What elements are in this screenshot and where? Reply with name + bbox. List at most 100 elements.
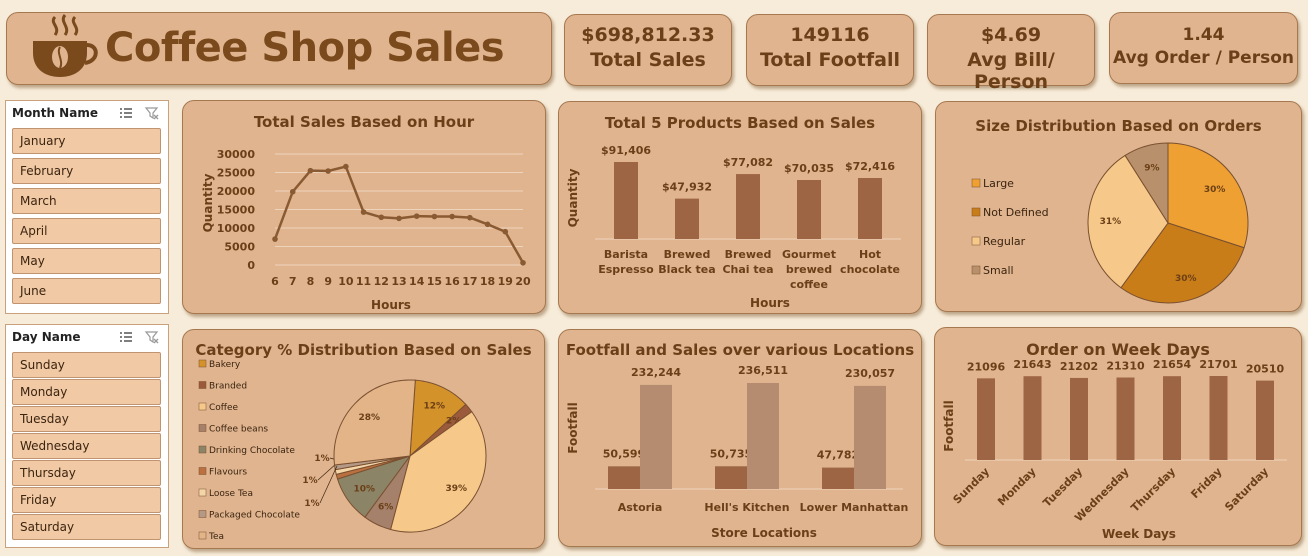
locations-card: Footfall and Sales over various Location…: [558, 329, 922, 547]
category-distribution-chart: Bakery Branded Coffee Coffee beans Drinking …: [198, 359, 487, 542]
data-label: 50,599: [603, 447, 645, 460]
y-tick-label: 20000: [217, 185, 256, 198]
data-label: 6%: [378, 503, 393, 513]
x-tick-label: chocolate: [840, 263, 900, 276]
kpi-value: $4.69: [980, 24, 1042, 46]
weekdays-chart: 21096 Sunday 21643 Monday 21202 Tuesday 21310 W…: [942, 358, 1287, 541]
multi-select-icon[interactable]: [118, 329, 134, 345]
multi-select-icon[interactable]: [118, 105, 134, 121]
slicer-item[interactable]: Wednesday: [12, 433, 161, 459]
legend-swatch: [198, 424, 207, 432]
x-tick-label: Barista: [604, 248, 648, 261]
legend-label: Packaged Chocolate: [209, 511, 300, 521]
legend-swatch: [971, 236, 981, 246]
leader-line: [317, 462, 338, 481]
x-tick-label: 16: [444, 275, 460, 288]
chart-title: Total 5 Products Based on Sales: [604, 114, 876, 132]
data-point: [272, 236, 278, 242]
slicer-item[interactable]: Tuesday: [12, 406, 161, 432]
x-tick-label: Chai tea: [722, 263, 773, 276]
legend-swatch: [198, 402, 207, 411]
x-tick-label: Hell's Kitchen: [704, 501, 789, 514]
x-tick-label: 8: [307, 275, 315, 288]
legend-label: Regular: [983, 235, 1026, 248]
data-label: 30%: [1204, 185, 1226, 195]
y-tick-label: 5000: [224, 241, 255, 254]
legend-label: Drinking Chocolate: [209, 446, 295, 456]
slicer-item[interactable]: February: [12, 158, 161, 184]
data-label: $70,035: [784, 162, 834, 175]
x-tick-label: Hot: [859, 248, 881, 261]
clear-filter-icon[interactable]: [144, 329, 160, 345]
kpi-avg-order: 1.44 Avg Order / Person: [1109, 12, 1298, 84]
clear-filter-icon[interactable]: [144, 105, 160, 121]
legend-label: Not Defined: [983, 206, 1049, 219]
kpi-label: Total Footfall: [759, 49, 901, 71]
legend-label: Branded: [209, 382, 247, 392]
slicer-item[interactable]: March: [12, 188, 161, 214]
slicer-item[interactable]: June: [12, 278, 161, 304]
size-distribution-chart: Large Not Defined Regular Small 30% 30% 31% 9%: [971, 142, 1249, 304]
month-slicer: Month Name January February March April May J…: [5, 100, 169, 314]
slicer-item[interactable]: Friday: [12, 487, 161, 513]
data-label: 50,735: [710, 447, 752, 460]
data-label: 39%: [446, 484, 468, 494]
kpi-label: Avg Order / Person: [1113, 48, 1294, 68]
bar: [640, 384, 672, 489]
bar: [1070, 377, 1088, 460]
x-tick-label: 19: [498, 275, 513, 288]
slicer-item[interactable]: January: [12, 128, 161, 154]
slicer-item[interactable]: April: [12, 218, 161, 244]
legend-swatch: [198, 488, 207, 497]
bar: [736, 174, 760, 239]
weekdays-card: Order on Week Days 21096 Sunday 21643 Monda…: [934, 327, 1302, 546]
data-point: [378, 214, 385, 221]
bar: [977, 378, 995, 460]
y-tick-label: 25000: [217, 167, 256, 180]
bar: [1163, 376, 1181, 460]
data-point: [289, 188, 296, 195]
bar: [854, 385, 886, 489]
title-card: Coffee Shop Sales: [6, 12, 552, 85]
kpi-value: $698,812.33: [581, 24, 715, 46]
data-label: 230,057: [845, 367, 895, 380]
y-tick-label: 10000: [217, 222, 256, 235]
data-label: 10%: [353, 485, 375, 495]
bar: [822, 467, 854, 489]
data-point: [360, 209, 367, 215]
bar: [608, 466, 640, 489]
data-point: [484, 221, 491, 228]
x-tick-label: 12: [374, 275, 389, 288]
data-label: 21701: [1199, 358, 1237, 371]
y-tick-label: 0: [247, 259, 255, 272]
data-point: [431, 213, 438, 220]
bar: [797, 180, 821, 239]
slicer-item[interactable]: Thursday: [12, 460, 161, 486]
data-label: 2%: [446, 416, 461, 426]
series-line: [273, 165, 525, 264]
bar: [1256, 380, 1274, 460]
hour-sales-card: Total Sales Based on Hour 0 5000 10000 1500…: [182, 100, 546, 314]
data-label: 232,244: [631, 366, 681, 379]
data-label: 236,511: [738, 364, 788, 377]
x-axis-title: Hours: [750, 296, 790, 310]
data-label: 21654: [1153, 358, 1192, 371]
bar: [614, 162, 638, 239]
legend-swatch: [198, 467, 207, 475]
top-products-card: Total 5 Products Based on Sales $91,406 B…: [558, 101, 922, 314]
slicer-item[interactable]: Saturday: [12, 514, 161, 540]
x-tick-label: 13: [391, 275, 406, 288]
pie-slice: [1124, 142, 1169, 225]
slicer-item[interactable]: Monday: [12, 379, 161, 405]
y-axis-title: Quantity: [566, 168, 580, 227]
x-tick-label: 17: [462, 275, 477, 288]
data-label: 1%: [302, 476, 317, 486]
slicer-item[interactable]: Sunday: [12, 352, 161, 378]
x-tick-label: Lower Manhattan: [800, 501, 909, 514]
chart-title: Total Sales Based on Hour: [253, 113, 475, 131]
data-label: 21643: [1013, 358, 1051, 371]
kpi-total-sales: $698,812.33 Total Sales: [564, 14, 732, 86]
slicer-title: Day Name: [12, 330, 81, 344]
x-tick-label: Brewed: [664, 248, 711, 261]
slicer-item[interactable]: May: [12, 248, 161, 274]
